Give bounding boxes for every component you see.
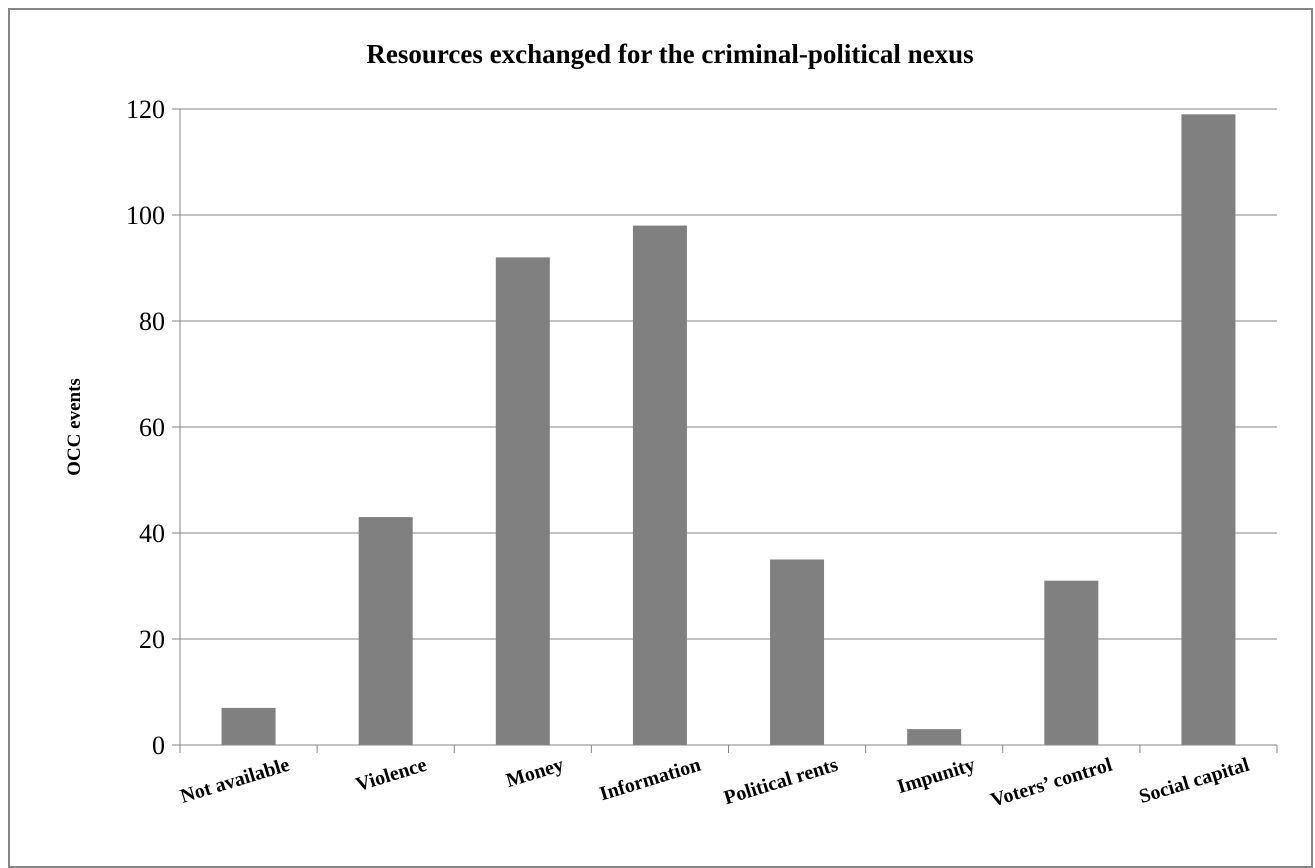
gridlines (180, 108, 1277, 640)
bar (907, 729, 962, 745)
bar (1181, 114, 1236, 746)
x-tick-label: Political rents (721, 754, 840, 810)
bar (770, 559, 825, 745)
y-tick-label: 40 (139, 519, 165, 548)
x-tick-label: Voters’ control (988, 754, 1115, 812)
y-tick-labels: 0 20 40 60 80 100 120 (126, 95, 165, 760)
x-tick-label: Money (504, 754, 567, 792)
y-tick-label: 20 (139, 625, 165, 654)
y-axis-label: OCC events (64, 378, 85, 476)
y-tick-label: 80 (139, 307, 165, 336)
x-tick-label: Information (597, 754, 703, 806)
x-tick-label: Social capital (1137, 754, 1253, 808)
y-tick-label: 100 (126, 201, 165, 230)
axes (172, 108, 1278, 753)
bar (632, 225, 687, 746)
chart-title: Resources exchanged for the criminal-pol… (366, 39, 973, 69)
bars (221, 114, 1236, 746)
bar (221, 707, 276, 745)
bar (1044, 580, 1099, 745)
x-tick-label: Violence (353, 754, 429, 796)
x-tick-label: Impunity (895, 754, 978, 798)
y-tick-label: 60 (139, 413, 165, 442)
y-tick-label: 0 (152, 731, 165, 760)
x-tick-labels: Not available Violence Money Information Pol… (178, 754, 1253, 812)
bar (358, 517, 413, 745)
bar (495, 257, 550, 745)
x-tick-label: Not available (178, 754, 292, 808)
y-tick-label: 120 (126, 95, 165, 124)
